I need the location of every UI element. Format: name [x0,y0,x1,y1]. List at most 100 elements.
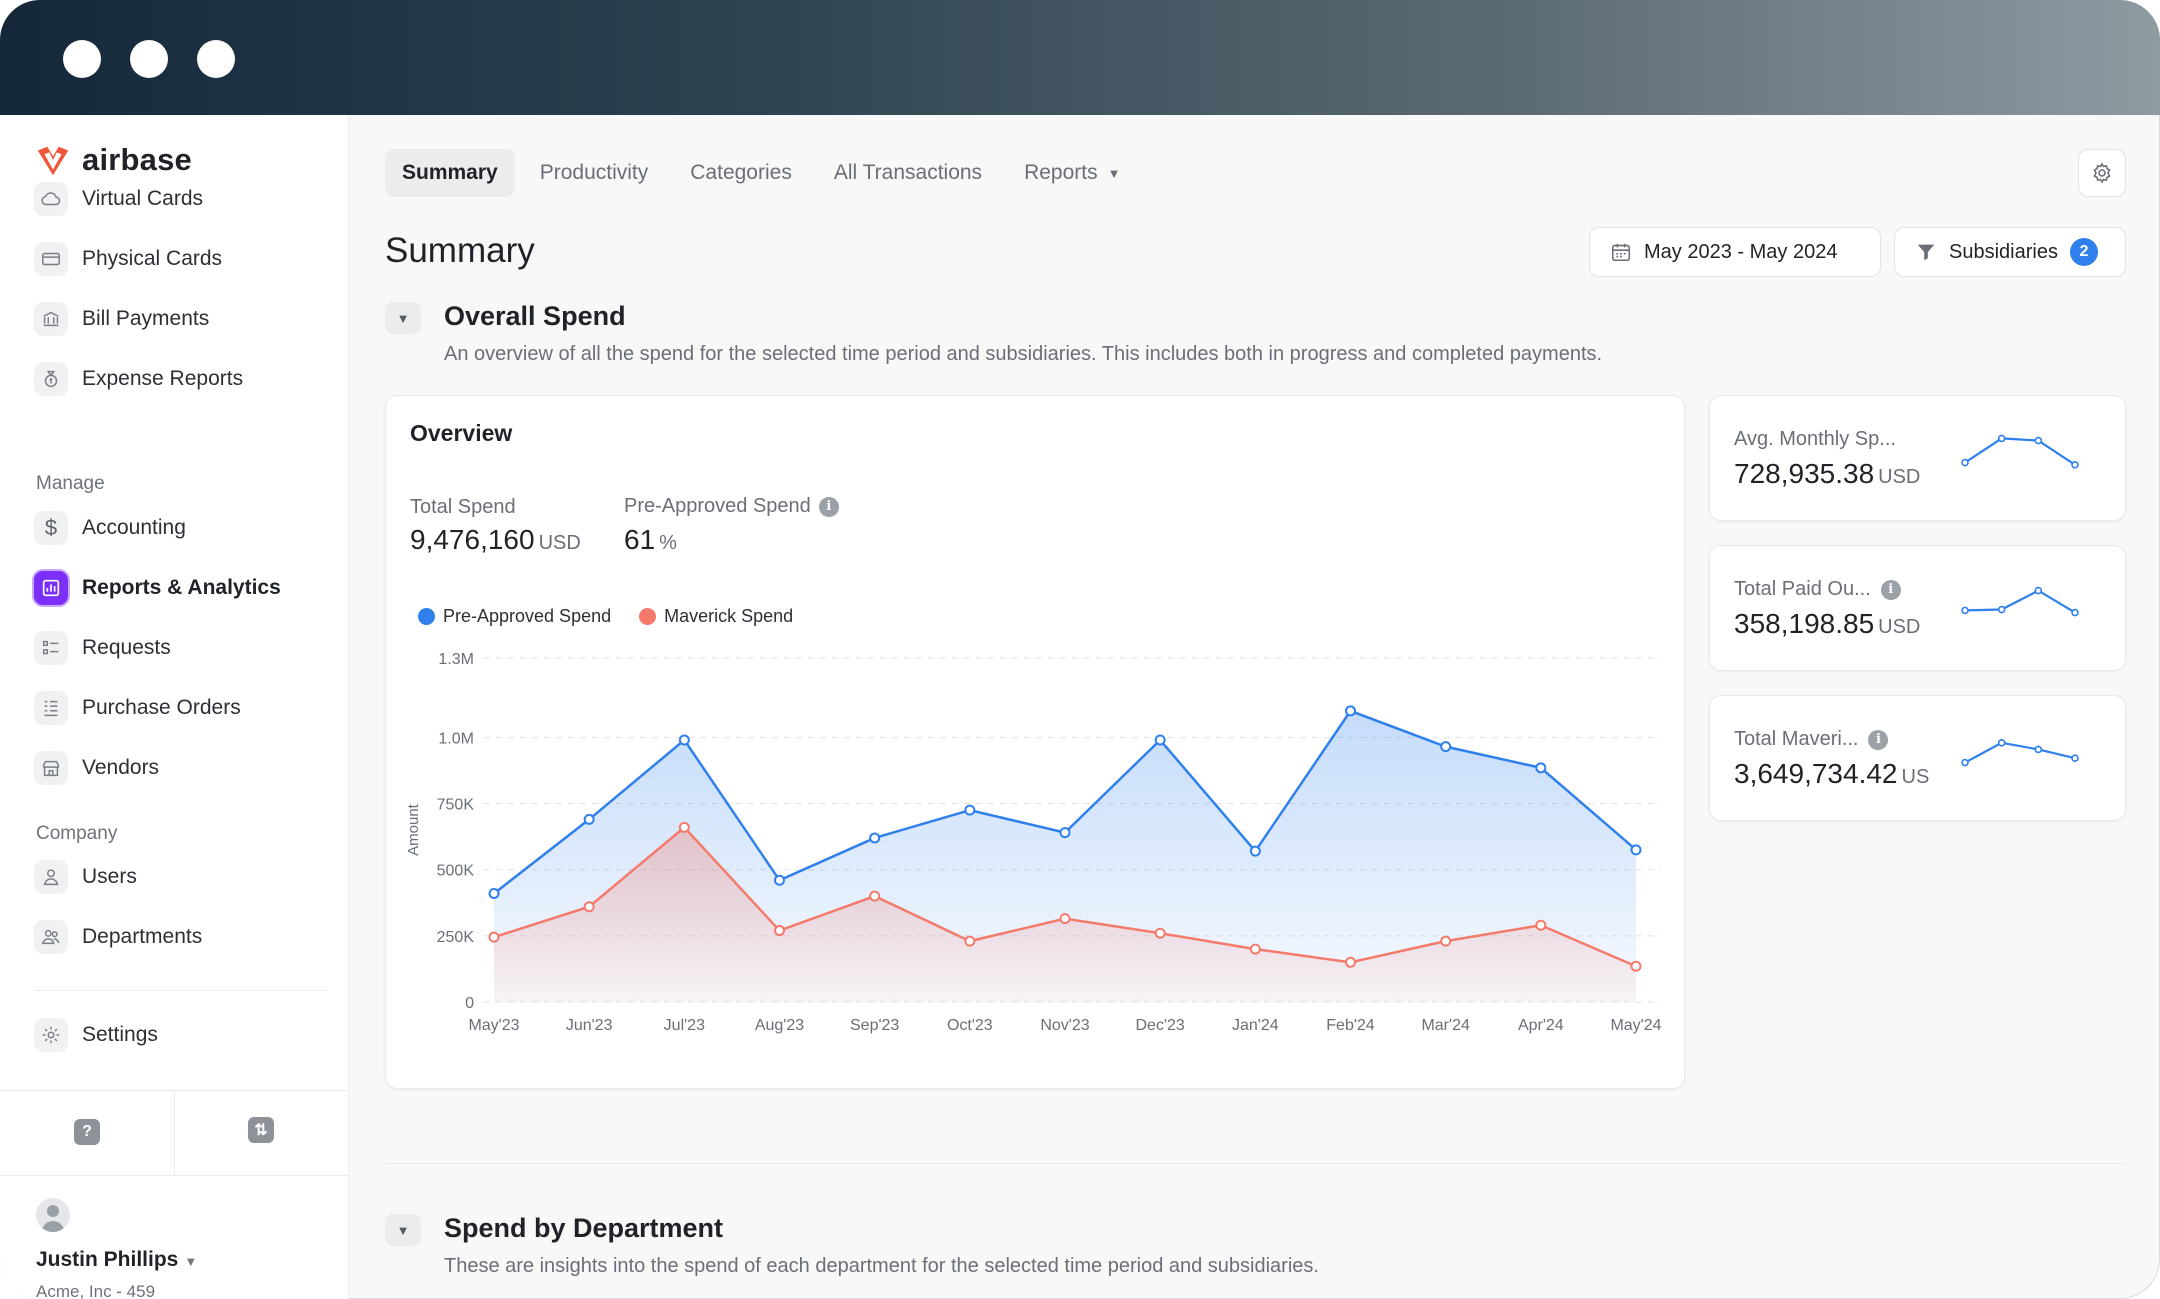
kpi-unit: US [1901,766,1930,788]
airbase-logo-icon [37,146,69,176]
window-minimize-dot[interactable] [130,40,168,78]
sidebar-footer-divider-2 [0,1175,349,1176]
point-pre-approved[interactable] [774,874,785,886]
info-icon[interactable]: i [818,496,839,517]
tab-categories[interactable]: Categories [673,149,809,197]
metric-label-text: Total Spend [410,496,516,518]
collapse-overall-spend-button[interactable]: ▼ [385,302,421,334]
sparkline-point [2071,754,2079,763]
point-pre-approved[interactable] [1440,741,1452,753]
sidebar-item-bill-payments[interactable]: Bill Payments [34,297,209,341]
x-tick-label: Mar'24 [1421,1017,1470,1034]
sidebar-item-accounting[interactable]: $ Accounting [34,506,186,550]
metric-unit: USD [538,532,581,554]
sidebar-item-reports-analytics[interactable]: Reports & Analytics [34,566,281,610]
sidebar-item-virtual-cards[interactable]: Virtual Cards [34,177,203,221]
legend-item-maverick[interactable]: Maverick Spend [639,606,793,627]
filter-icon [1917,244,1935,261]
kpi-card-total-maverick[interactable]: Total Maveri... i 3,649,734.42 US [1709,695,2126,821]
point-pre-approved[interactable] [1535,762,1547,774]
avatar[interactable] [36,1198,70,1232]
sparkline-path [1964,437,2076,466]
point-maverick[interactable] [774,925,785,937]
gear-icon [34,1018,68,1052]
sidebar-item-purchase-orders[interactable]: Purchase Orders [34,686,241,730]
date-range-picker[interactable]: May 2023 - May 2024 [1589,227,1881,277]
point-pre-approved[interactable] [1154,734,1166,746]
point-pre-approved[interactable] [1345,705,1356,717]
point-pre-approved[interactable] [1630,844,1642,856]
money-bag-icon [34,362,68,396]
kpi-card-avg-monthly-spend[interactable]: Avg. Monthly Sp... 728,935.38 USD [1709,395,2126,521]
point-maverick[interactable] [964,935,976,947]
point-maverick[interactable] [1059,913,1071,925]
tab-label: Reports [1024,161,1098,184]
user-menu[interactable]: Justin Phillips ▼ [36,1248,197,1272]
point-pre-approved[interactable] [1059,827,1071,839]
point-maverick[interactable] [1535,919,1547,931]
point-pre-approved[interactable] [488,888,500,900]
tab-summary[interactable]: Summary [385,149,515,197]
point-pre-approved[interactable] [583,813,595,825]
point-maverick[interactable] [1154,927,1166,939]
collapse-spend-by-department-button[interactable]: ▼ [385,1214,421,1246]
point-maverick[interactable] [678,821,690,833]
point-maverick[interactable] [869,890,881,902]
sidebar-item-label: Virtual Cards [82,187,203,210]
y-tick-label: 750K [437,797,475,814]
kpi-value: 728,935.38 USD [1734,458,1920,490]
info-icon[interactable]: i [1868,729,1889,750]
x-tick-label: Nov'23 [1040,1017,1089,1034]
sidebar-item-physical-cards[interactable]: Physical Cards [34,237,222,281]
logo[interactable]: airbase [34,141,192,179]
point-maverick[interactable] [488,931,500,943]
point-maverick[interactable] [1630,960,1642,972]
sidebar-item-departments[interactable]: Departments [34,915,202,959]
point-pre-approved[interactable] [964,804,976,816]
info-icon[interactable]: i [1880,579,1901,600]
tab-productivity[interactable]: Productivity [523,149,666,197]
overall-spend-chart: 0 250K 500K 750K 1.0M 1.3M May'23 Jun'23 Jul'23 A… [405,651,1662,1034]
point-pre-approved[interactable] [869,832,881,844]
sidebar-item-requests[interactable]: Requests [34,626,171,670]
user-icon [34,860,68,894]
point-maverick[interactable] [1249,943,1261,955]
window-zoom-dot[interactable] [197,40,235,78]
manage-section-label: Manage [36,473,105,494]
sidebar-item-vendors[interactable]: Vendors [34,746,159,790]
x-tick-label: Apr'24 [1518,1017,1564,1034]
sidebar-item-label: Bill Payments [82,307,210,330]
kpi-card-total-paid-out[interactable]: Total Paid Ou... i 358,198.85 USD [1709,545,2126,671]
point-pre-approved[interactable] [1249,845,1261,857]
tab-all-transactions[interactable]: All Transactions [817,149,999,197]
subsidiaries-filter[interactable]: Subsidiaries 2 [1894,227,2126,277]
sidebar-item-settings[interactable]: Settings [34,1013,158,1057]
sidebar-item-label: Requests [82,636,171,659]
sidebar-item-expense-reports[interactable]: Expense Reports [34,357,243,401]
kpi-number: 3,649,734.42 [1734,758,1898,789]
sparkline-point [1997,434,2006,443]
cloud-icon [34,182,68,216]
total-spend-label: Total Spend [410,496,516,519]
help-button[interactable]: ? [74,1119,100,1145]
kpi-label-text: Total Paid Ou... [1734,578,1871,600]
point-maverick[interactable] [1440,935,1452,947]
users-icon [34,920,68,954]
point-pre-approved[interactable] [678,734,690,746]
point-maverick[interactable] [1345,956,1356,968]
total-spend-value: 9,476,160 USD [410,524,581,556]
legend-item-pre-approved[interactable]: Pre-Approved Spend [418,606,611,627]
switch-account-button[interactable]: ⇅ [248,1117,274,1143]
x-tick-label: Jul'23 [664,1017,705,1034]
tab-bar: Summary Productivity Categories All Tran… [385,149,1137,197]
sidebar-item-label: Purchase Orders [82,696,241,719]
legend-dot [418,608,435,625]
x-tick-label: May'23 [468,1017,519,1034]
sidebar-item-users[interactable]: Users [34,855,137,899]
page-settings-button[interactable] [2078,149,2126,197]
tab-reports[interactable]: Reports ▼ [1007,149,1137,197]
point-maverick[interactable] [583,901,595,913]
sparkline-point [2034,586,2043,595]
window-close-dot[interactable] [63,40,101,78]
